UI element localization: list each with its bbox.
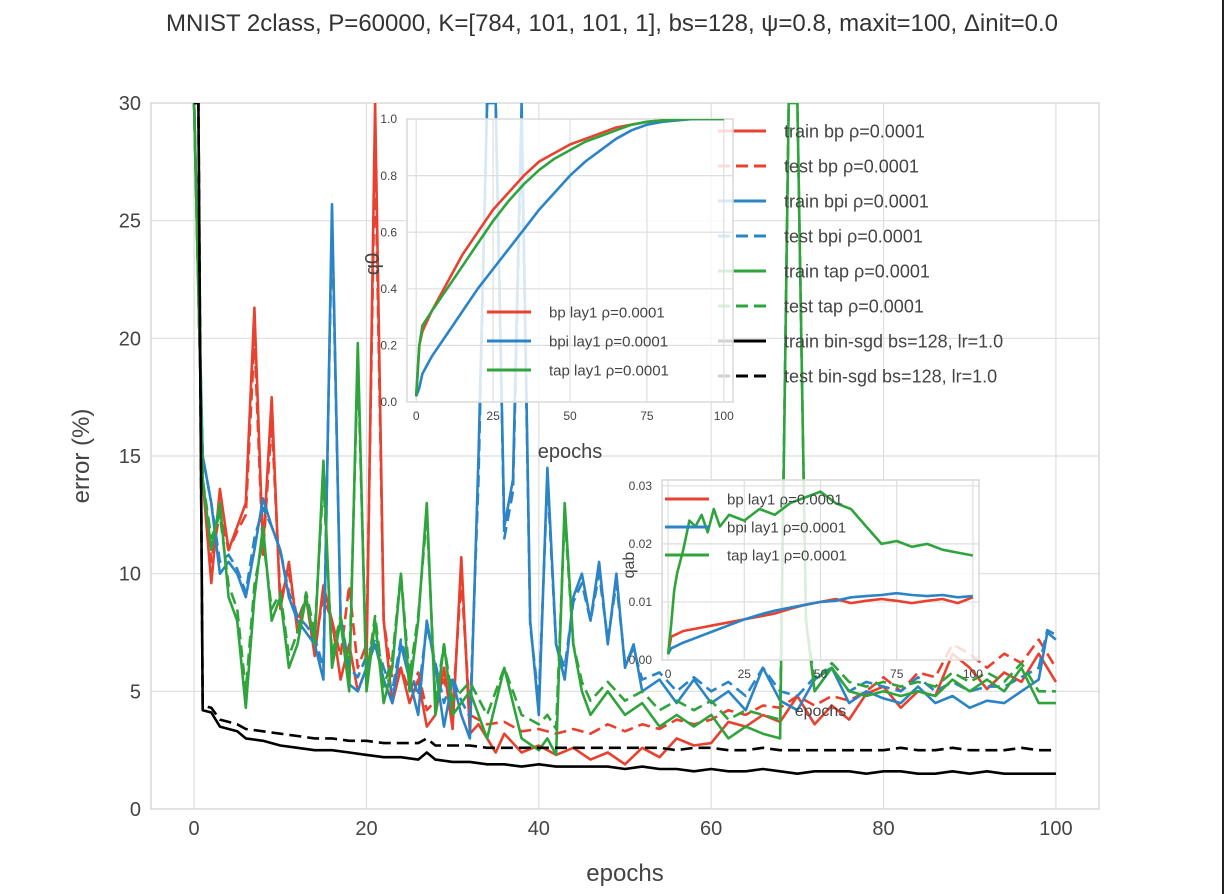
x-tick-label: 60 <box>700 818 722 840</box>
y-tick-label: 0.6 <box>380 225 397 239</box>
legend-inset-top: bp lay1 ρ=0.0001 bpi lay1 ρ=0.0001 tap lay… <box>487 304 669 379</box>
y-tick-label: 0.0 <box>380 395 397 409</box>
y-tick-label: 0.02 <box>629 537 653 551</box>
series-line <box>414 119 724 397</box>
series-line <box>192 103 1056 757</box>
series-line <box>192 103 1057 719</box>
legend-label: train bp ρ=0.0001 <box>784 121 925 141</box>
y-axis-label: q0 <box>362 253 384 275</box>
y-axis-label: error (%) <box>68 409 95 504</box>
legend-label: test bpi ρ=0.0001 <box>784 226 923 246</box>
y-tick-label: 0.01 <box>629 595 653 609</box>
y-tick-label: 0.4 <box>380 282 397 296</box>
x-tick-label: 0 <box>665 667 672 681</box>
legend-label: test bp ρ=0.0001 <box>784 156 919 176</box>
x-tick-label: 80 <box>872 818 894 840</box>
y-tick-label: 30 <box>119 93 141 115</box>
series-line <box>666 591 974 655</box>
window-edge <box>1222 0 1224 894</box>
legend-label: tap lay1 ρ=0.0001 <box>727 547 847 564</box>
x-tick-label: 0 <box>413 409 420 423</box>
figure-title: MNIST 2class, P=60000, K=[784, 101, 101,… <box>166 10 1058 37</box>
x-tick-label: 100 <box>963 667 983 681</box>
x-axis-label: epochs <box>795 703 847 720</box>
x-tick-label: 75 <box>890 667 904 681</box>
series-line <box>414 119 724 397</box>
series-group <box>414 119 724 397</box>
x-tick-label: 50 <box>563 409 577 423</box>
y-tick-label: 0.03 <box>629 479 653 493</box>
x-axis-label: epochs <box>538 441 603 463</box>
plot-inset-bottom: 0 25 50 75 100 0.00 0.01 0.02 0.03 epochs qab <box>621 479 983 720</box>
series-group <box>666 490 974 655</box>
x-axis-label: epochs <box>586 860 663 887</box>
legend-label: test bin-sgd bs=128, lr=1.0 <box>784 366 997 386</box>
legend-label: bp lay1 ρ=0.0001 <box>727 491 843 508</box>
plot-inset-top: 0 25 50 75 100 0.0 0.2 0.4 0.6 0.8 1.0 epochs q0 <box>362 112 734 463</box>
y-tick-label: 1.0 <box>380 112 397 126</box>
legend-label: test tap ρ=0.0001 <box>784 296 924 316</box>
y-tick-label: 0.2 <box>380 339 397 353</box>
legend-label: bp lay1 ρ=0.0001 <box>549 304 665 321</box>
x-tick-label: 100 <box>1039 818 1072 840</box>
series-line <box>666 490 974 655</box>
series-line <box>192 103 1058 735</box>
x-tick-label: 20 <box>355 818 377 840</box>
series-line <box>194 103 1056 752</box>
y-tick-label: 15 <box>119 446 141 468</box>
x-tick-label: 50 <box>814 667 828 681</box>
y-tick-label: 0.8 <box>380 169 397 183</box>
y-tick-label: 20 <box>119 328 141 350</box>
x-tick-label: 25 <box>738 667 752 681</box>
y-tick-label: 0.00 <box>629 653 653 667</box>
legend-label: bpi lay1 ρ=0.0001 <box>727 519 846 536</box>
legend-label: train bin-sgd bs=128, lr=1.0 <box>784 331 1003 351</box>
x-tick-label: 25 <box>486 409 500 423</box>
legend-label: tap lay1 ρ=0.0001 <box>549 362 669 379</box>
x-tick-label: 75 <box>640 409 654 423</box>
series-line <box>194 103 1056 775</box>
y-axis-label: qab <box>621 552 638 579</box>
y-tick-label: 10 <box>119 564 141 586</box>
y-tick-label: 0 <box>130 799 141 821</box>
x-tick-label: 100 <box>714 409 734 423</box>
y-tick-label: 5 <box>130 681 141 703</box>
legend-inset-bottom: bp lay1 ρ=0.0001 bpi lay1 ρ=0.0001 tap lay… <box>665 491 847 564</box>
legend-label: bpi lay1 ρ=0.0001 <box>549 333 668 350</box>
legend-label: train tap ρ=0.0001 <box>784 261 930 281</box>
legend-label: train bpi ρ=0.0001 <box>784 191 929 211</box>
legend-main: train bp ρ=0.0001 test bp ρ=0.0001 train b… <box>718 121 1003 386</box>
y-tick-label: 25 <box>119 211 141 233</box>
x-tick-label: 0 <box>189 818 200 840</box>
x-tick-label: 40 <box>528 818 550 840</box>
series-line <box>192 103 1056 731</box>
